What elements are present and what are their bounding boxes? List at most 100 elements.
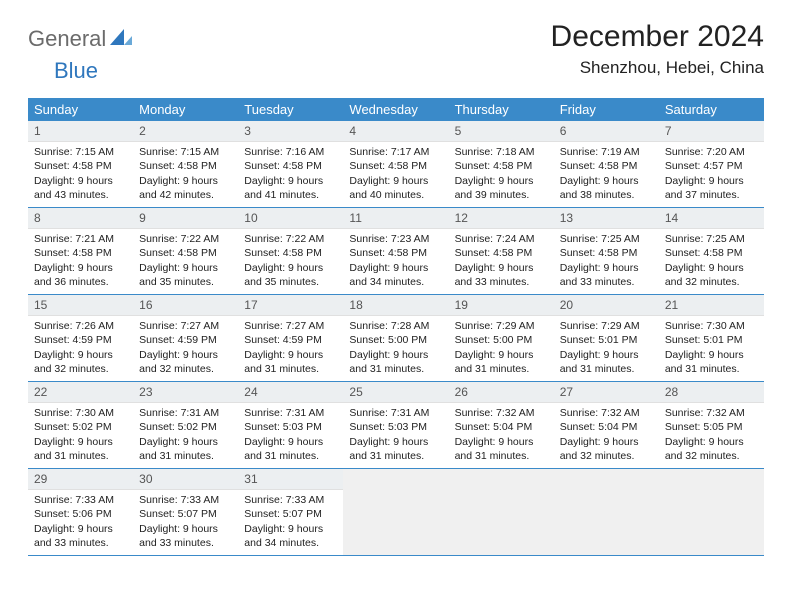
sunset-text: Sunset: 4:57 PM	[665, 159, 758, 173]
calendar-week-row: 22Sunrise: 7:30 AMSunset: 5:02 PMDayligh…	[28, 382, 764, 469]
daylight-text: Daylight: 9 hours and 32 minutes.	[665, 435, 758, 463]
day-number: 26	[449, 382, 554, 403]
sunrise-text: Sunrise: 7:31 AM	[349, 406, 442, 420]
calendar-cell: 22Sunrise: 7:30 AMSunset: 5:02 PMDayligh…	[28, 382, 133, 468]
weeks-container: 1Sunrise: 7:15 AMSunset: 4:58 PMDaylight…	[28, 121, 764, 556]
daylight-text: Daylight: 9 hours and 35 minutes.	[244, 261, 337, 289]
daylight-text: Daylight: 9 hours and 33 minutes.	[455, 261, 548, 289]
calendar-cell: 13Sunrise: 7:25 AMSunset: 4:58 PMDayligh…	[554, 208, 659, 294]
calendar-cell: 2Sunrise: 7:15 AMSunset: 4:58 PMDaylight…	[133, 121, 238, 207]
sunset-text: Sunset: 5:06 PM	[34, 507, 127, 521]
daylight-text: Daylight: 9 hours and 33 minutes.	[560, 261, 653, 289]
day-header: Sunday	[28, 98, 133, 121]
sunset-text: Sunset: 5:07 PM	[139, 507, 232, 521]
logo-text-blue: Blue	[54, 58, 98, 83]
daylight-text: Daylight: 9 hours and 31 minutes.	[665, 348, 758, 376]
sunset-text: Sunset: 4:58 PM	[455, 159, 548, 173]
day-details: Sunrise: 7:20 AMSunset: 4:57 PMDaylight:…	[659, 142, 764, 205]
day-number: 29	[28, 469, 133, 490]
sunset-text: Sunset: 4:58 PM	[244, 159, 337, 173]
sunset-text: Sunset: 5:01 PM	[560, 333, 653, 347]
day-details: Sunrise: 7:25 AMSunset: 4:58 PMDaylight:…	[554, 229, 659, 292]
daylight-text: Daylight: 9 hours and 32 minutes.	[560, 435, 653, 463]
sunset-text: Sunset: 4:59 PM	[34, 333, 127, 347]
day-details: Sunrise: 7:26 AMSunset: 4:59 PMDaylight:…	[28, 316, 133, 379]
day-details: Sunrise: 7:33 AMSunset: 5:07 PMDaylight:…	[238, 490, 343, 553]
daylight-text: Daylight: 9 hours and 31 minutes.	[560, 348, 653, 376]
sunset-text: Sunset: 5:01 PM	[665, 333, 758, 347]
day-details: Sunrise: 7:31 AMSunset: 5:03 PMDaylight:…	[343, 403, 448, 466]
day-details: Sunrise: 7:19 AMSunset: 4:58 PMDaylight:…	[554, 142, 659, 205]
calendar-week-row: 8Sunrise: 7:21 AMSunset: 4:58 PMDaylight…	[28, 208, 764, 295]
daylight-text: Daylight: 9 hours and 34 minutes.	[244, 522, 337, 550]
day-header: Friday	[554, 98, 659, 121]
sunset-text: Sunset: 4:58 PM	[34, 246, 127, 260]
day-details: Sunrise: 7:31 AMSunset: 5:02 PMDaylight:…	[133, 403, 238, 466]
calendar-cell	[449, 469, 554, 555]
sunset-text: Sunset: 5:04 PM	[455, 420, 548, 434]
calendar-cell: 6Sunrise: 7:19 AMSunset: 4:58 PMDaylight…	[554, 121, 659, 207]
sunset-text: Sunset: 5:02 PM	[34, 420, 127, 434]
day-details: Sunrise: 7:17 AMSunset: 4:58 PMDaylight:…	[343, 142, 448, 205]
sunset-text: Sunset: 5:03 PM	[349, 420, 442, 434]
sunrise-text: Sunrise: 7:27 AM	[139, 319, 232, 333]
logo: General	[28, 26, 134, 52]
sunrise-text: Sunrise: 7:32 AM	[455, 406, 548, 420]
day-details: Sunrise: 7:33 AMSunset: 5:06 PMDaylight:…	[28, 490, 133, 553]
day-number: 25	[343, 382, 448, 403]
daylight-text: Daylight: 9 hours and 32 minutes.	[139, 348, 232, 376]
calendar-cell: 27Sunrise: 7:32 AMSunset: 5:04 PMDayligh…	[554, 382, 659, 468]
calendar-cell: 7Sunrise: 7:20 AMSunset: 4:57 PMDaylight…	[659, 121, 764, 207]
calendar-cell: 20Sunrise: 7:29 AMSunset: 5:01 PMDayligh…	[554, 295, 659, 381]
daylight-text: Daylight: 9 hours and 31 minutes.	[244, 348, 337, 376]
sunset-text: Sunset: 5:00 PM	[455, 333, 548, 347]
day-number: 2	[133, 121, 238, 142]
day-number: 28	[659, 382, 764, 403]
sunrise-text: Sunrise: 7:33 AM	[139, 493, 232, 507]
day-details: Sunrise: 7:32 AMSunset: 5:05 PMDaylight:…	[659, 403, 764, 466]
day-header: Wednesday	[343, 98, 448, 121]
day-details: Sunrise: 7:16 AMSunset: 4:58 PMDaylight:…	[238, 142, 343, 205]
calendar-cell: 31Sunrise: 7:33 AMSunset: 5:07 PMDayligh…	[238, 469, 343, 555]
calendar-cell: 30Sunrise: 7:33 AMSunset: 5:07 PMDayligh…	[133, 469, 238, 555]
calendar-cell: 23Sunrise: 7:31 AMSunset: 5:02 PMDayligh…	[133, 382, 238, 468]
day-number: 4	[343, 121, 448, 142]
calendar-cell	[659, 469, 764, 555]
calendar-cell: 19Sunrise: 7:29 AMSunset: 5:00 PMDayligh…	[449, 295, 554, 381]
daylight-text: Daylight: 9 hours and 31 minutes.	[349, 435, 442, 463]
day-details: Sunrise: 7:30 AMSunset: 5:01 PMDaylight:…	[659, 316, 764, 379]
sunrise-text: Sunrise: 7:27 AM	[244, 319, 337, 333]
daylight-text: Daylight: 9 hours and 31 minutes.	[244, 435, 337, 463]
sunrise-text: Sunrise: 7:19 AM	[560, 145, 653, 159]
calendar-cell	[554, 469, 659, 555]
calendar-cell: 1Sunrise: 7:15 AMSunset: 4:58 PMDaylight…	[28, 121, 133, 207]
sunrise-text: Sunrise: 7:25 AM	[560, 232, 653, 246]
daylight-text: Daylight: 9 hours and 31 minutes.	[349, 348, 442, 376]
calendar-cell: 28Sunrise: 7:32 AMSunset: 5:05 PMDayligh…	[659, 382, 764, 468]
calendar-week-row: 1Sunrise: 7:15 AMSunset: 4:58 PMDaylight…	[28, 121, 764, 208]
day-details: Sunrise: 7:23 AMSunset: 4:58 PMDaylight:…	[343, 229, 448, 292]
calendar-cell: 12Sunrise: 7:24 AMSunset: 4:58 PMDayligh…	[449, 208, 554, 294]
daylight-text: Daylight: 9 hours and 36 minutes.	[34, 261, 127, 289]
calendar-cell: 25Sunrise: 7:31 AMSunset: 5:03 PMDayligh…	[343, 382, 448, 468]
daylight-text: Daylight: 9 hours and 42 minutes.	[139, 174, 232, 202]
daylight-text: Daylight: 9 hours and 39 minutes.	[455, 174, 548, 202]
calendar-week-row: 15Sunrise: 7:26 AMSunset: 4:59 PMDayligh…	[28, 295, 764, 382]
daylight-text: Daylight: 9 hours and 35 minutes.	[139, 261, 232, 289]
day-number: 16	[133, 295, 238, 316]
day-details: Sunrise: 7:32 AMSunset: 5:04 PMDaylight:…	[449, 403, 554, 466]
sunrise-text: Sunrise: 7:31 AM	[139, 406, 232, 420]
daylight-text: Daylight: 9 hours and 32 minutes.	[34, 348, 127, 376]
daylight-text: Daylight: 9 hours and 31 minutes.	[34, 435, 127, 463]
sunset-text: Sunset: 5:03 PM	[244, 420, 337, 434]
calendar-cell: 3Sunrise: 7:16 AMSunset: 4:58 PMDaylight…	[238, 121, 343, 207]
day-details: Sunrise: 7:30 AMSunset: 5:02 PMDaylight:…	[28, 403, 133, 466]
day-header: Thursday	[449, 98, 554, 121]
day-number: 27	[554, 382, 659, 403]
day-details: Sunrise: 7:22 AMSunset: 4:58 PMDaylight:…	[133, 229, 238, 292]
day-number: 9	[133, 208, 238, 229]
sunset-text: Sunset: 4:58 PM	[665, 246, 758, 260]
sunrise-text: Sunrise: 7:30 AM	[34, 406, 127, 420]
day-number: 3	[238, 121, 343, 142]
day-details: Sunrise: 7:15 AMSunset: 4:58 PMDaylight:…	[133, 142, 238, 205]
